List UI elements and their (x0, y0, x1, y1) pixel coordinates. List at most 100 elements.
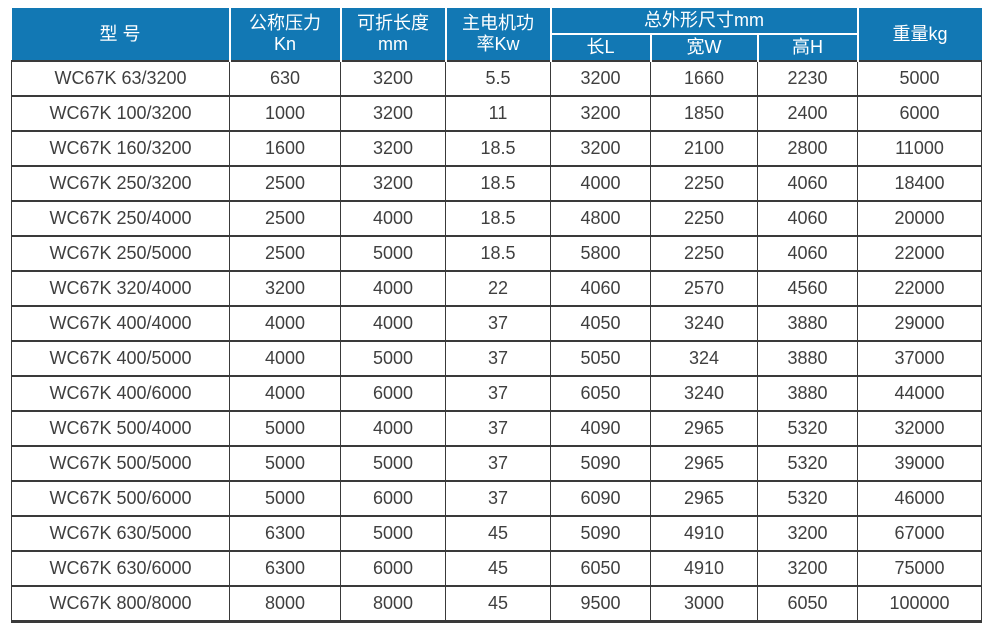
table-row: WC67K 400/5000 4000 5000 37 5050 324 3880 37000 (11, 340, 983, 377)
value-cell: 32000 (857, 410, 983, 447)
value-cell: 6050 (550, 375, 651, 412)
model-cell: WC67K 400/6000 (11, 375, 230, 412)
model-cell: WC67K 250/4000 (11, 200, 230, 237)
value-cell: 4060 (756, 200, 859, 237)
table-row: WC67K 800/8000 8000 8000 45 9500 3000 6050 1000… (11, 585, 983, 623)
value-cell: 3200 (340, 60, 446, 97)
value-cell: 4000 (340, 200, 446, 237)
model-cell: WC67K 250/5000 (11, 235, 230, 272)
value-cell: 2800 (756, 130, 859, 167)
value-cell: 2500 (229, 200, 341, 237)
value-cell: 324 (650, 340, 758, 377)
value-cell: 8000 (229, 585, 341, 623)
value-cell: 3000 (650, 585, 758, 623)
value-cell: 11 (445, 95, 551, 132)
model-cell: WC67K 500/4000 (11, 410, 230, 447)
value-cell: 4000 (340, 410, 446, 447)
value-cell: 4000 (340, 270, 446, 307)
value-cell: 6050 (756, 585, 859, 623)
value-cell: 6000 (340, 375, 446, 412)
value-cell: 5000 (340, 340, 446, 377)
value-cell: 4000 (550, 165, 651, 202)
value-cell: 5000 (340, 445, 446, 482)
value-cell: 5000 (857, 60, 983, 97)
value-cell: 9500 (550, 585, 651, 623)
spec-table-header: 型 号 公称压力 Kn 可折长度 mm 主电机功 率Kw 总外形尺寸mm 重量k… (11, 8, 982, 61)
value-cell: 2250 (650, 165, 758, 202)
value-cell: 5000 (229, 480, 341, 517)
table-row: WC67K 400/4000 4000 4000 37 4050 3240 3880 2900… (11, 305, 983, 342)
value-cell: 2965 (650, 480, 758, 517)
value-cell: 37 (445, 445, 551, 482)
table-row: WC67K 100/3200 1000 3200 11 3200 1850 2400 6000 (11, 95, 983, 132)
value-cell: 18.5 (445, 130, 551, 167)
value-cell: 4000 (229, 340, 341, 377)
table-row: WC67K 250/4000 2500 4000 18.5 4800 2250 4060 20… (11, 200, 983, 237)
model-cell: WC67K 500/6000 (11, 480, 230, 517)
value-cell: 45 (445, 515, 551, 552)
value-cell: 4000 (340, 305, 446, 342)
value-cell: 6090 (550, 480, 651, 517)
value-cell: 3200 (340, 95, 446, 132)
value-cell: 4060 (756, 235, 859, 272)
header-nominal-pressure-line2: Kn (273, 34, 297, 54)
value-cell: 75000 (857, 550, 983, 587)
value-cell: 5320 (756, 445, 859, 482)
value-cell: 45 (445, 550, 551, 587)
value-cell: 44000 (857, 375, 983, 412)
value-cell: 6050 (550, 550, 651, 587)
value-cell: 5000 (229, 445, 341, 482)
model-cell: WC67K 100/3200 (11, 95, 230, 132)
value-cell: 3240 (650, 305, 758, 342)
value-cell: 3880 (756, 375, 859, 412)
value-cell: 46000 (857, 480, 983, 517)
header-overall-dimensions: 总外形尺寸mm (550, 8, 859, 35)
header-fold-length-line2: mm (378, 34, 408, 54)
value-cell: 4560 (756, 270, 859, 307)
header-weight: 重量kg (857, 8, 982, 61)
value-cell: 5320 (756, 480, 859, 517)
value-cell: 18.5 (445, 200, 551, 237)
value-cell: 45 (445, 585, 551, 623)
model-cell: WC67K 800/8000 (11, 585, 230, 623)
value-cell: 6000 (340, 480, 446, 517)
value-cell: 3200 (229, 270, 341, 307)
value-cell: 4910 (650, 550, 758, 587)
value-cell: 20000 (857, 200, 983, 237)
header-nominal-pressure: 公称压力 Kn (229, 8, 342, 61)
value-cell: 22000 (857, 235, 983, 272)
value-cell: 22 (445, 270, 551, 307)
value-cell: 37 (445, 305, 551, 342)
value-cell: 5320 (756, 410, 859, 447)
table-row: WC67K 630/5000 6300 5000 45 5090 4910 3200 6700… (11, 515, 983, 552)
value-cell: 3200 (340, 165, 446, 202)
value-cell: 22000 (857, 270, 983, 307)
value-cell: 1850 (650, 95, 758, 132)
value-cell: 630 (229, 60, 341, 97)
header-model: 型 号 (11, 8, 231, 61)
value-cell: 1600 (229, 130, 341, 167)
value-cell: 2100 (650, 130, 758, 167)
table-row: WC67K 63/3200 630 3200 5.5 3200 1660 2230 5000 (11, 60, 983, 97)
value-cell: 29000 (857, 305, 983, 342)
value-cell: 18.5 (445, 235, 551, 272)
model-cell: WC67K 400/4000 (11, 305, 230, 342)
value-cell: 37 (445, 410, 551, 447)
value-cell: 37 (445, 375, 551, 412)
value-cell: 4050 (550, 305, 651, 342)
value-cell: 3200 (756, 550, 859, 587)
value-cell: 4060 (550, 270, 651, 307)
value-cell: 4910 (650, 515, 758, 552)
value-cell: 4060 (756, 165, 859, 202)
value-cell: 5050 (550, 340, 651, 377)
table-row: WC67K 250/5000 2500 5000 18.5 5800 2250 4060 22… (11, 235, 983, 272)
value-cell: 2965 (650, 445, 758, 482)
value-cell: 4090 (550, 410, 651, 447)
model-cell: WC67K 630/5000 (11, 515, 230, 552)
value-cell: 37 (445, 340, 551, 377)
value-cell: 3200 (550, 95, 651, 132)
value-cell: 2230 (756, 60, 859, 97)
value-cell: 3200 (756, 515, 859, 552)
value-cell: 3880 (756, 305, 859, 342)
value-cell: 2965 (650, 410, 758, 447)
